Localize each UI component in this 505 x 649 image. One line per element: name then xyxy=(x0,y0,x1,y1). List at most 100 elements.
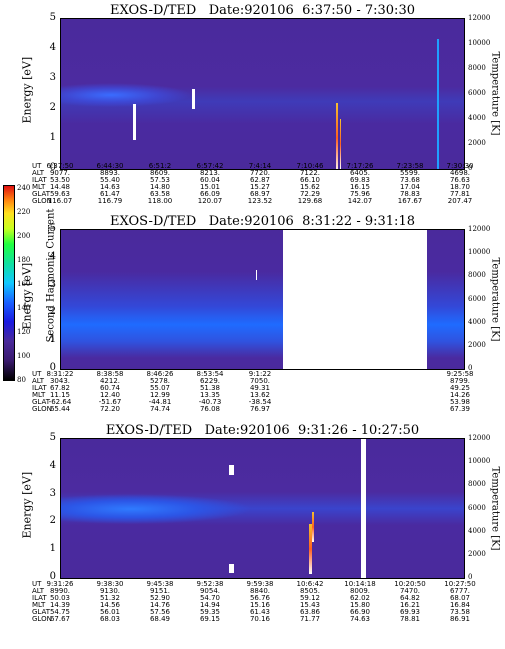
table-cell: 5599. xyxy=(399,169,421,177)
table-cell: 15.16 xyxy=(249,601,271,609)
table-cell: 6:37:50 xyxy=(46,162,74,170)
table-cell: 9:31:26 xyxy=(46,580,74,588)
table-cell: 6:44:30 xyxy=(96,162,124,170)
table-cell: 49.25 xyxy=(449,384,471,392)
y2-tick-label: 8000 xyxy=(468,64,486,72)
y-tick-label: 3 xyxy=(49,487,56,499)
spectrogram-plot xyxy=(60,229,465,370)
table-cell: 142.07 xyxy=(347,197,373,205)
y2-tick-label: 2000 xyxy=(468,340,486,349)
y2-tick-label: 0 xyxy=(468,573,473,581)
table-cell: 54.70 xyxy=(199,594,221,602)
table-cell: 60.04 xyxy=(199,176,221,184)
table-cell: 66.90 xyxy=(349,608,371,616)
table-cell: 74.74 xyxy=(149,405,171,413)
table-cell: 14.26 xyxy=(449,391,471,399)
y-tick-label: 0 xyxy=(49,362,56,373)
table-cell: 10:20:50 xyxy=(394,580,426,588)
table-row: MLT 14.39 14.56 14.76 14.94 15.16 15.43 15.80 16… xyxy=(32,602,502,609)
table-cell: -38.54 xyxy=(248,398,272,406)
data-dropout-mark xyxy=(192,89,195,109)
table-row: UT 9:31:26 9:38:30 9:45:38 9:52:38 9:59:38 10:… xyxy=(32,581,502,588)
table-cell: -40.73 xyxy=(198,398,222,406)
table-row: MLT 11.15 12.40 12.99 13.35 13.62 14.26 xyxy=(32,392,502,399)
y2-tick-label: 0 xyxy=(468,164,473,172)
y2-tick-label: 8000 xyxy=(468,271,486,280)
table-row: MLT 14.48 14.63 14.80 15.01 15.27 15.62 16.15 17… xyxy=(32,184,502,191)
table-cell: 76.97 xyxy=(249,405,271,413)
y2-tick-label: 10000 xyxy=(468,39,491,47)
table-row: GLON 67.67 68.03 68.49 69.15 70.16 71.77 74.63 7… xyxy=(32,616,502,623)
table-cell: 9:59:38 xyxy=(246,580,274,588)
table-cell: 14.63 xyxy=(99,183,121,191)
table-cell: 69.15 xyxy=(199,615,221,623)
y-tick-label: 2 xyxy=(49,102,56,113)
table-cell: 8609. xyxy=(149,169,171,177)
spectral-feature-line xyxy=(437,39,439,169)
row-label: GLAT xyxy=(32,608,51,616)
orbit-data-table: UT 9:31:26 9:38:30 9:45:38 9:52:38 9:59:38 10:… xyxy=(32,581,502,629)
y2-tick-label: 6000 xyxy=(468,294,486,303)
intensity-trace xyxy=(312,512,314,542)
colorbar-tick-label: 200 xyxy=(17,232,31,240)
data-dropout-mark xyxy=(229,564,234,573)
row-label: GLON xyxy=(32,197,52,205)
table-cell: 67.39 xyxy=(449,405,471,413)
y2-tick-label: 4000 xyxy=(468,317,486,326)
table-cell: 15.62 xyxy=(299,183,321,191)
orbit-data-table: UT 6:37:50 6:44:30 6:51:2 6:57:42 7:4:14 7:10:… xyxy=(32,163,502,211)
table-cell: 9077. xyxy=(49,169,71,177)
y2-tick-label: 4000 xyxy=(468,526,486,535)
table-cell: 116.79 xyxy=(97,197,123,205)
y2-tick-label: 12000 xyxy=(468,434,491,442)
row-label: GLAT xyxy=(32,190,51,198)
table-cell: 8:38:58 xyxy=(96,370,124,378)
table-row: GLAT 59.63 61.47 63.58 66.09 68.97 72.29 75.96 7… xyxy=(32,191,502,198)
table-cell: -62.64 xyxy=(48,398,72,406)
table-cell: -51.67 xyxy=(98,398,122,406)
table-cell: 16.15 xyxy=(349,183,371,191)
table-row: ALT 3043. 4212. 5278. 6229. 7050. 8799. xyxy=(32,378,502,385)
table-cell: 73.68 xyxy=(399,176,421,184)
data-gap xyxy=(283,230,423,369)
table-cell: 18.70 xyxy=(449,183,471,191)
table-cell: 14.48 xyxy=(49,183,71,191)
table-cell: 59.35 xyxy=(199,608,221,616)
table-cell: 4212. xyxy=(99,377,121,385)
table-cell: 57.53 xyxy=(149,176,171,184)
table-cell: 68.49 xyxy=(149,615,171,623)
intensity-trace xyxy=(309,524,312,574)
colorbar-tick-label: 180 xyxy=(17,256,31,264)
colorbar-tick-label: 140 xyxy=(17,304,31,312)
table-cell: 73.58 xyxy=(449,608,471,616)
y2-tick-label: 6000 xyxy=(468,503,486,512)
y-tick-label: 3 xyxy=(49,72,56,83)
table-cell: 62.02 xyxy=(349,594,371,602)
row-label: MLT xyxy=(32,601,46,609)
table-cell: 64.82 xyxy=(399,594,421,602)
table-cell: 12.40 xyxy=(99,391,121,399)
table-cell: 72.29 xyxy=(299,190,321,198)
row-label: UT xyxy=(32,162,42,170)
table-cell: 63.86 xyxy=(299,608,321,616)
table-cell: 72.20 xyxy=(99,405,121,413)
y2-tick-label: 2000 xyxy=(468,549,486,558)
table-cell: 55.07 xyxy=(149,384,171,392)
table-cell: 56.01 xyxy=(99,608,121,616)
y-tick-label: 4 xyxy=(49,250,56,262)
colorbar xyxy=(3,185,15,381)
table-cell: 10:27:50 xyxy=(444,580,476,588)
table-cell: 7:30:30 xyxy=(446,162,474,170)
row-label: ILAT xyxy=(32,594,47,602)
table-cell: -44.81 xyxy=(148,398,172,406)
table-cell: 71.77 xyxy=(299,615,321,623)
table-cell: 51.32 xyxy=(99,594,121,602)
y-tick-label: 0 xyxy=(49,571,56,582)
table-cell: 63.58 xyxy=(149,190,171,198)
table-row: ILAT 53.50 55.40 57.53 60.04 62.87 66.10 69.83 7… xyxy=(32,177,502,184)
table-cell: 74.63 xyxy=(349,615,371,623)
table-cell: 6:51:2 xyxy=(148,162,172,170)
table-cell: 3043. xyxy=(49,377,71,385)
table-cell: 13.62 xyxy=(249,391,271,399)
